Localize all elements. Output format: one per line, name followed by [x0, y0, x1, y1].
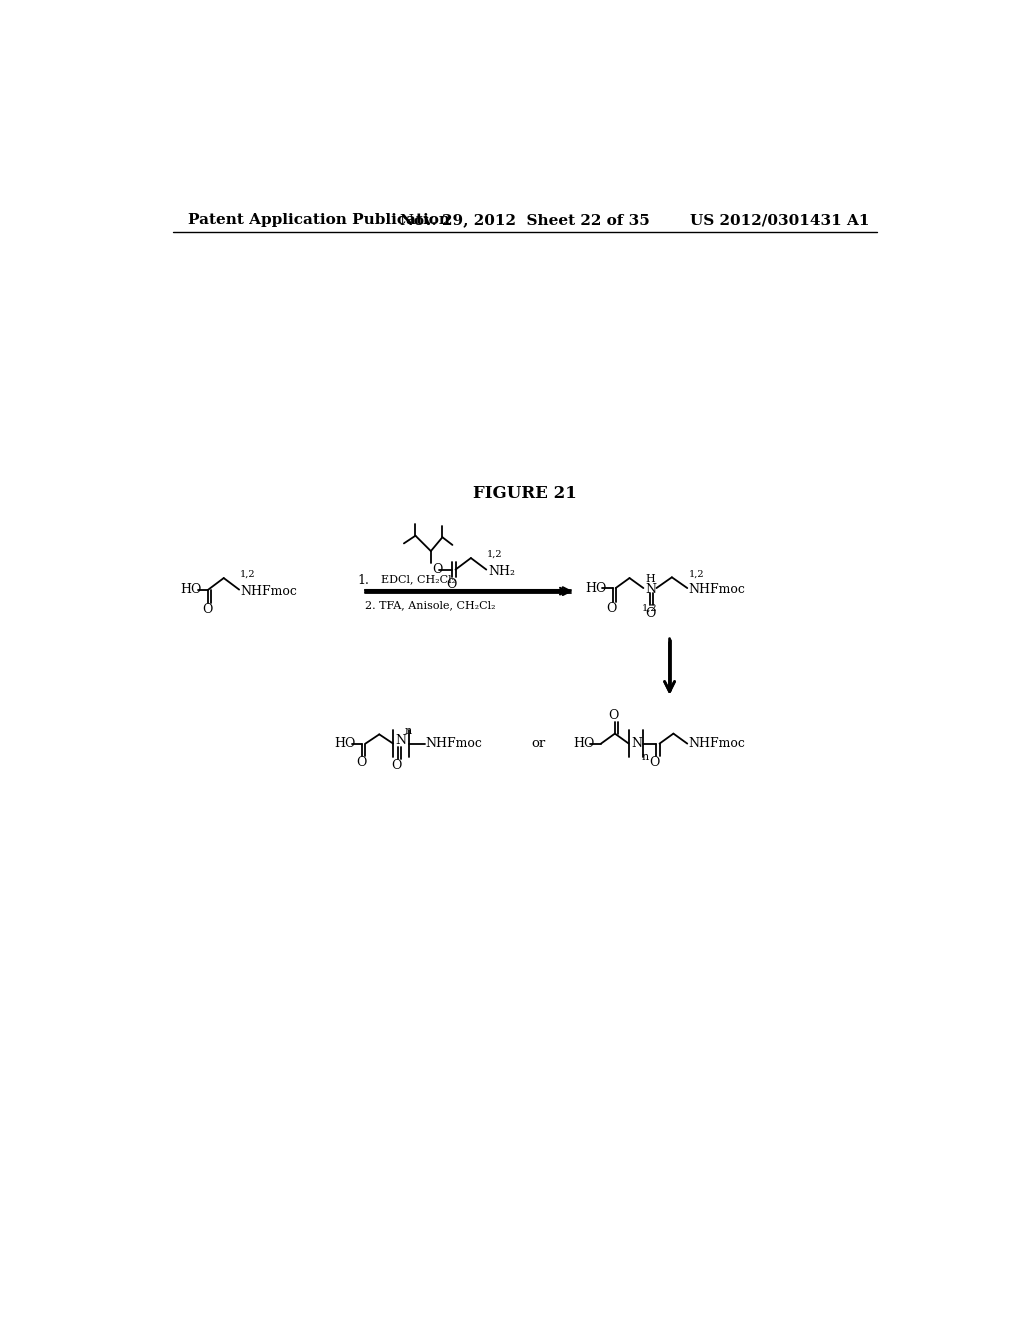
Text: NH₂: NH₂ [488, 565, 516, 578]
Text: Nov. 29, 2012  Sheet 22 of 35: Nov. 29, 2012 Sheet 22 of 35 [400, 213, 649, 227]
Text: EDCl, CH₂Cl₂: EDCl, CH₂Cl₂ [381, 574, 456, 585]
Text: NHFmoc: NHFmoc [425, 737, 482, 750]
Text: HO: HO [335, 737, 356, 750]
Text: US 2012/0301431 A1: US 2012/0301431 A1 [690, 213, 869, 227]
Text: NHFmoc: NHFmoc [689, 583, 745, 597]
Text: HO: HO [573, 737, 595, 750]
Text: O: O [446, 578, 457, 591]
Text: NHFmoc: NHFmoc [689, 737, 745, 750]
Text: HO: HO [180, 583, 202, 597]
Text: 1,2: 1,2 [487, 549, 503, 558]
Text: n: n [642, 752, 649, 763]
Text: 1,2: 1,2 [642, 603, 657, 612]
Text: O: O [649, 755, 659, 768]
Text: H: H [645, 574, 654, 583]
Text: O: O [202, 603, 213, 616]
Text: O: O [645, 607, 655, 620]
Text: Patent Application Publication: Patent Application Publication [188, 213, 451, 227]
Text: 1,2: 1,2 [240, 570, 256, 578]
Text: O: O [606, 602, 616, 615]
Text: N: N [645, 583, 656, 597]
Text: O: O [432, 564, 442, 576]
Text: N: N [631, 737, 642, 750]
Text: HO: HO [585, 582, 606, 594]
Text: or: or [531, 737, 545, 750]
Text: 1,2: 1,2 [689, 570, 705, 578]
Text: FIGURE 21: FIGURE 21 [473, 484, 577, 502]
Text: NHFmoc: NHFmoc [240, 585, 297, 598]
Text: 1.: 1. [357, 574, 370, 587]
Text: N: N [395, 734, 407, 747]
Text: 2. TFA, Anisole, CH₂Cl₂: 2. TFA, Anisole, CH₂Cl₂ [366, 601, 496, 610]
Text: O: O [608, 709, 618, 722]
Text: O: O [391, 759, 402, 772]
Text: O: O [356, 755, 367, 768]
Text: n: n [404, 726, 412, 737]
